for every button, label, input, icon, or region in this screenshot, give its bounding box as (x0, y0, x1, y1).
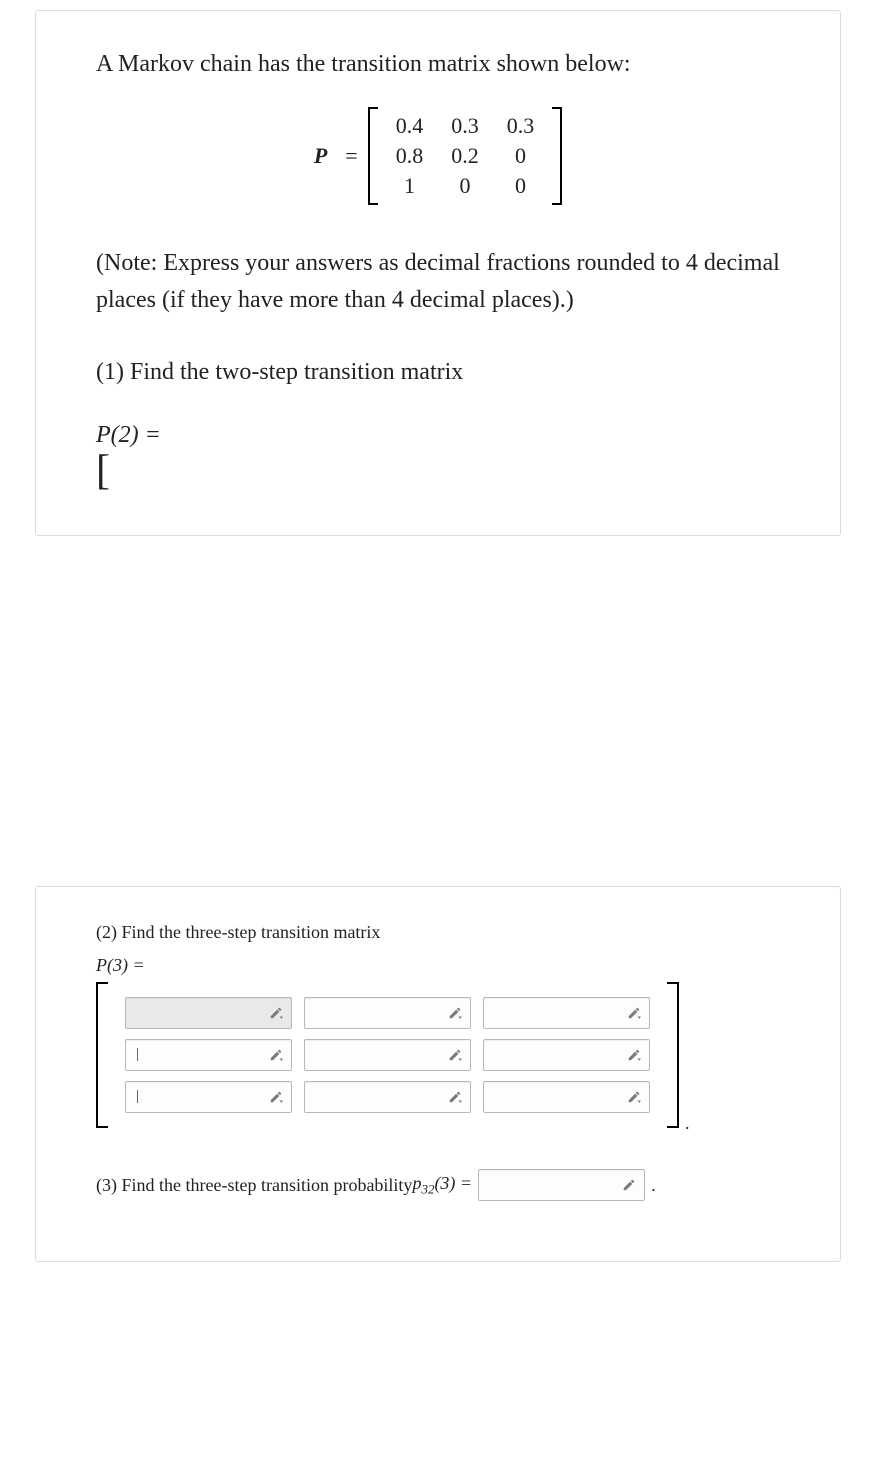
matrix-answer-cell[interactable] (304, 1081, 471, 1113)
pencil-icon (269, 1006, 283, 1020)
matrix-cell: 1 (382, 171, 438, 201)
pencil-icon (448, 1090, 462, 1104)
question-1-text: (1) Find the two-step transition matrix (96, 354, 780, 391)
matrix-answer-cell[interactable]: | (125, 1081, 292, 1113)
p3-label: P(3) = (96, 955, 780, 976)
matrix-cell: 0.3 (437, 111, 493, 141)
matrix-answer-cell[interactable] (483, 1039, 650, 1071)
matrix-label: P (314, 143, 327, 169)
equals-sign: = (345, 143, 357, 169)
pencil-icon (627, 1048, 641, 1062)
question-3-line: (3) Find the three-step transition proba… (96, 1169, 780, 1201)
panel-gap (0, 536, 876, 886)
pencil-icon (627, 1006, 641, 1020)
text-cursor: | (136, 1046, 139, 1063)
q3-symbol-sub: 32 (421, 1182, 434, 1197)
matrix-table: 0.4 0.3 0.3 0.8 0.2 0 1 0 0 (382, 111, 549, 201)
matrix-cell: 0 (493, 141, 549, 171)
pencil-icon (627, 1090, 641, 1104)
matrix-answer-cell[interactable] (483, 997, 650, 1029)
question-2-text: (2) Find the three-step transition matri… (96, 922, 780, 943)
answer-input-p32[interactable] (478, 1169, 645, 1201)
pencil-icon (448, 1006, 462, 1020)
pencil-icon (622, 1178, 636, 1192)
pencil-icon (269, 1048, 283, 1062)
question-3-prefix: (3) Find the three-step transition proba… (96, 1175, 412, 1196)
matrix-answer-cell[interactable] (304, 1039, 471, 1071)
transition-matrix: 0.4 0.3 0.3 0.8 0.2 0 1 0 0 (368, 107, 563, 205)
period: . (685, 1113, 690, 1133)
matrix-cell: 0 (493, 171, 549, 201)
matrix-answer-cell[interactable] (304, 997, 471, 1029)
answer-matrix-table: || (114, 988, 661, 1122)
pencil-icon (269, 1090, 283, 1104)
matrix-cell: 0 (437, 171, 493, 201)
matrix-cell: 0.4 (382, 111, 438, 141)
pencil-icon (448, 1048, 462, 1062)
answer-matrix-p3: || (96, 982, 679, 1128)
intro-text: A Markov chain has the transition matrix… (96, 46, 780, 82)
matrix-answer-cell[interactable]: | (125, 1039, 292, 1071)
p2-label: P(2) = (96, 422, 161, 448)
question-panel-2: (2) Find the three-step transition matri… (35, 886, 841, 1263)
matrix-cell: 0.8 (382, 141, 438, 171)
question-panel-1: A Markov chain has the transition matrix… (35, 10, 841, 536)
matrix-answer-cell[interactable] (483, 1081, 650, 1113)
matrix-equation: P = 0.4 0.3 0.3 0.8 0.2 0 1 (96, 107, 780, 205)
text-cursor: | (136, 1088, 139, 1105)
open-bracket: [ (96, 447, 780, 495)
matrix-cell: 0.3 (493, 111, 549, 141)
matrix-answer-cell[interactable] (125, 997, 292, 1029)
matrix-cell: 0.2 (437, 141, 493, 171)
p2-label-block: P(2) = [ (96, 422, 780, 495)
note-text: (Note: Express your answers as decimal f… (96, 245, 780, 319)
q3-symbol-arg: (3) = (434, 1173, 472, 1193)
period: . (651, 1175, 656, 1196)
